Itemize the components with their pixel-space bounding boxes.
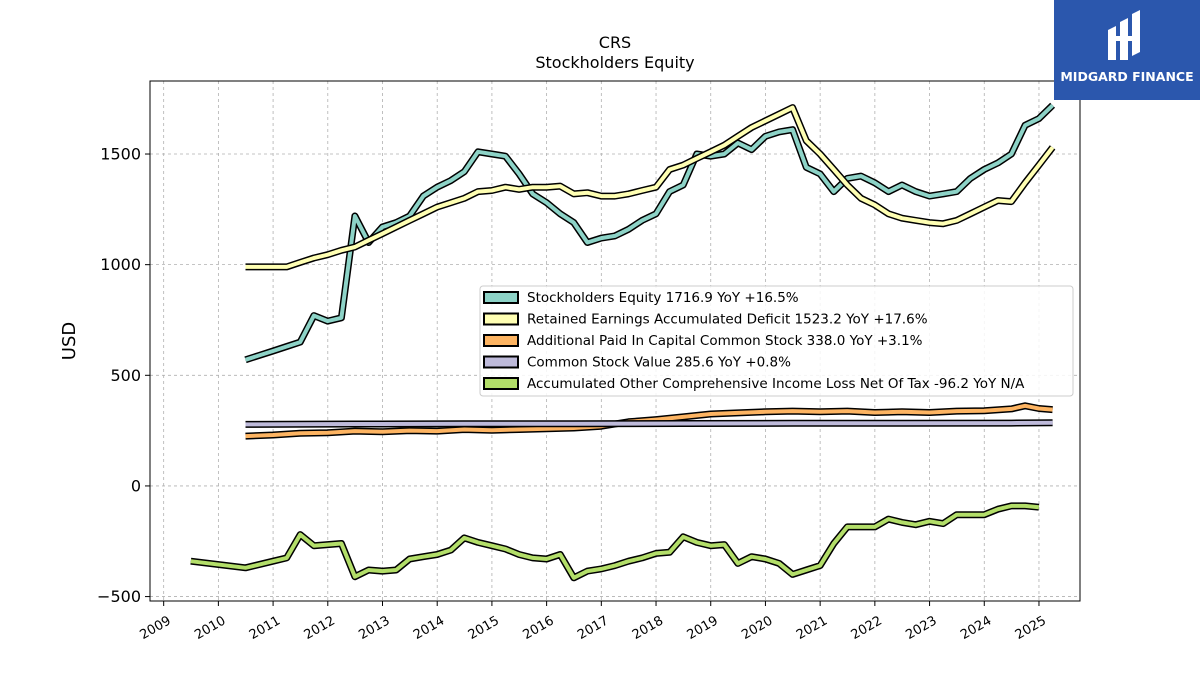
x-tick-label: 2023 <box>903 613 939 643</box>
x-tick-label: 2010 <box>192 613 228 643</box>
plot-frame <box>149 80 1081 602</box>
series-line <box>245 105 1055 269</box>
x-tick-label: 2020 <box>739 613 775 643</box>
x-tick-label: 2021 <box>794 613 830 643</box>
y-axis-label: USD <box>59 322 80 360</box>
logo-text: MIDGARD FINANCE <box>1060 69 1194 84</box>
legend-swatch <box>483 377 519 390</box>
legend-swatch <box>483 334 519 347</box>
series-line <box>244 103 1054 362</box>
legend-box <box>479 285 1074 397</box>
series-line <box>245 420 1053 427</box>
legend-swatch <box>483 291 519 304</box>
x-tick-label: 2016 <box>520 613 556 643</box>
x-tick-label: 2009 <box>138 613 174 643</box>
legend-swatch <box>483 355 519 369</box>
chart-subtitle: Stockholders Equity <box>535 53 694 72</box>
y-tick-label: 500 <box>110 366 141 385</box>
legend-entry: Additional Paid In Capital Common Stock … <box>527 333 923 349</box>
y-tick-label: 1000 <box>100 255 141 274</box>
x-tick-label: 2017 <box>575 613 611 643</box>
x-tick-label: 2018 <box>630 613 666 643</box>
x-tick-label: 2012 <box>302 613 338 643</box>
legend-entry: Stockholders Equity 1716.9 YoY +16.5% <box>527 290 799 306</box>
x-tick-label: 2025 <box>1013 613 1049 643</box>
brand-logo: MIDGARD FINANCE <box>1054 0 1200 100</box>
x-tick-label: 2015 <box>466 613 502 643</box>
y-tick-label: −500 <box>97 587 141 606</box>
x-tick-label: 2014 <box>411 613 447 643</box>
y-tick-label: 0 <box>131 476 141 495</box>
legend-entry: Common Stock Value 285.6 YoY +0.8% <box>527 355 791 371</box>
x-tick-label: 2022 <box>849 613 885 643</box>
series-layer <box>190 102 1056 582</box>
x-tick-label: 2011 <box>247 613 283 643</box>
x-tick-label: 2013 <box>356 613 392 643</box>
chart-title: CRS <box>599 33 631 52</box>
legend-swatch <box>483 312 519 326</box>
y-tick-label: 1500 <box>100 145 141 164</box>
series-line <box>245 403 1053 439</box>
legend: Stockholders Equity 1716.9 YoY +16.5% Ret… <box>479 285 1074 397</box>
x-tick-label: 2019 <box>685 613 721 643</box>
x-tick-label: 2024 <box>958 613 994 643</box>
legend-entry: Accumulated Other Comprehensive Income L… <box>527 376 1025 392</box>
logo-mark-icon <box>1108 10 1140 60</box>
legend-entry: Retained Earnings Accumulated Deficit 15… <box>527 312 928 328</box>
series-line <box>190 503 1040 580</box>
